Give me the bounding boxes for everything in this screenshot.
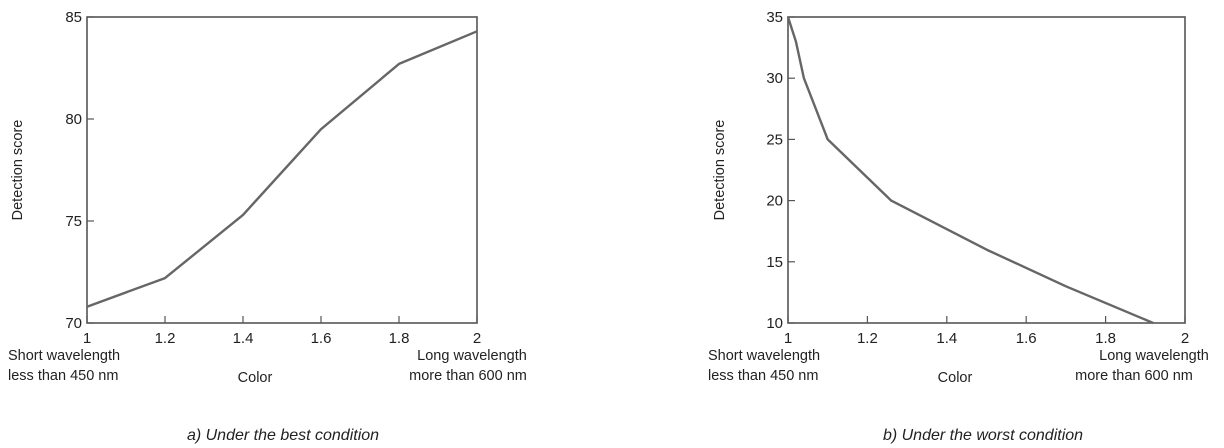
series-line (786, 16, 1154, 325)
x-tick-label: 1.2 (857, 330, 878, 347)
series-group (786, 16, 1154, 325)
chart-panel-b: 10 15 20 25 30 35 1 1.2 1.4 1.6 1.8 2 Detection sc… (708, 9, 1209, 444)
y-tick-label: 20 (766, 193, 783, 210)
plot-frame (787, 16, 1186, 324)
x-tick-label: 1.6 (311, 330, 332, 347)
x-left-note-line-1: Short wavelength (708, 348, 820, 364)
x-tick-label: 1 (83, 330, 91, 347)
x-right-note-line-1: Long wavelength (417, 348, 527, 364)
y-axis-label: Detection score (10, 120, 26, 221)
x-tick-label: 2 (473, 330, 481, 347)
x-tick-label: 2 (1181, 330, 1189, 347)
caption: b) Under the worst condition (883, 427, 1083, 444)
y-tick-label: 85 (65, 9, 82, 26)
x-tick-label: 1.6 (1016, 330, 1037, 347)
y-tick-labels: 10 15 20 25 30 35 (766, 9, 795, 332)
x-left-note-line-1: Short wavelength (8, 348, 120, 364)
y-tick-label: 10 (766, 315, 783, 332)
caption: a) Under the best condition (187, 427, 379, 444)
y-tick-label: 15 (766, 254, 783, 271)
y-tick-label: 75 (65, 213, 82, 230)
x-right-note-line-2: more than 600 nm (409, 368, 527, 384)
x-tick-labels: 1 1.2 1.4 1.6 1.8 2 (784, 316, 1189, 347)
x-tick-label: 1.4 (936, 330, 957, 347)
x-tick-labels: 1 1.2 1.4 1.6 1.8 2 (83, 316, 481, 347)
y-tick-label: 70 (65, 315, 82, 332)
x-right-note-line-2: more than 600 nm (1075, 368, 1193, 384)
y-tick-label: 25 (766, 131, 783, 148)
x-tick-label: 1.8 (1095, 330, 1116, 347)
series-line (86, 30, 478, 308)
x-axis-label: Color (938, 370, 973, 386)
x-right-note-line-1: Long wavelength (1099, 348, 1209, 364)
y-tick-label: 80 (65, 111, 82, 128)
y-axis-label: Detection score (712, 120, 728, 221)
series-group (86, 30, 478, 308)
x-axis-label: Color (238, 370, 273, 386)
x-left-note-line-2: less than 450 nm (708, 368, 818, 384)
x-tick-label: 1.2 (155, 330, 176, 347)
y-tick-label: 35 (766, 9, 783, 26)
x-tick-label: 1.8 (389, 330, 410, 347)
plot-frame (86, 16, 478, 324)
x-tick-label: 1 (784, 330, 792, 347)
x-tick-label: 1.4 (233, 330, 254, 347)
y-tick-label: 30 (766, 70, 783, 87)
y-tick-labels: 70 75 80 85 (65, 9, 94, 332)
x-left-note-line-2: less than 450 nm (8, 368, 118, 384)
